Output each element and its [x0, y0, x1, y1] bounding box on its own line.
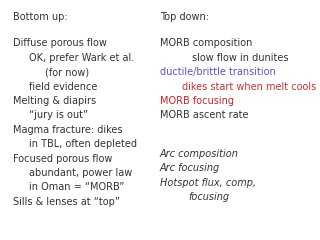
Text: MORB ascent rate: MORB ascent rate	[160, 110, 249, 120]
Text: Magma fracture: dikes: Magma fracture: dikes	[13, 125, 122, 135]
Text: Bottom up:: Bottom up:	[13, 12, 68, 22]
Text: focusing: focusing	[189, 192, 230, 202]
Text: MORB composition: MORB composition	[160, 38, 252, 48]
Text: abundant, power law: abundant, power law	[29, 168, 132, 178]
Text: “jury is out”: “jury is out”	[29, 110, 88, 120]
Text: Top down:: Top down:	[160, 12, 209, 22]
Text: field evidence: field evidence	[29, 82, 97, 92]
Text: in TBL, often depleted: in TBL, often depleted	[29, 139, 137, 149]
Text: ductile/brittle transition: ductile/brittle transition	[160, 67, 276, 77]
Text: MORB focusing: MORB focusing	[160, 96, 234, 106]
Text: Arc composition: Arc composition	[160, 149, 239, 159]
Text: Arc focusing: Arc focusing	[160, 163, 220, 173]
Text: Diffuse porous flow: Diffuse porous flow	[13, 38, 107, 48]
Text: Sills & lenses at “top”: Sills & lenses at “top”	[13, 197, 120, 207]
Text: Melting & diapirs: Melting & diapirs	[13, 96, 96, 106]
Text: Focused porous flow: Focused porous flow	[13, 154, 112, 164]
Text: OK, prefer Wark et al.: OK, prefer Wark et al.	[29, 53, 134, 63]
Text: Hotspot flux, comp,: Hotspot flux, comp,	[160, 178, 256, 188]
Text: (for now): (for now)	[45, 67, 89, 77]
Text: slow flow in dunites: slow flow in dunites	[192, 53, 289, 63]
Text: dikes start when melt cools: dikes start when melt cools	[182, 82, 317, 92]
Text: in Oman = “MORB”: in Oman = “MORB”	[29, 182, 124, 192]
